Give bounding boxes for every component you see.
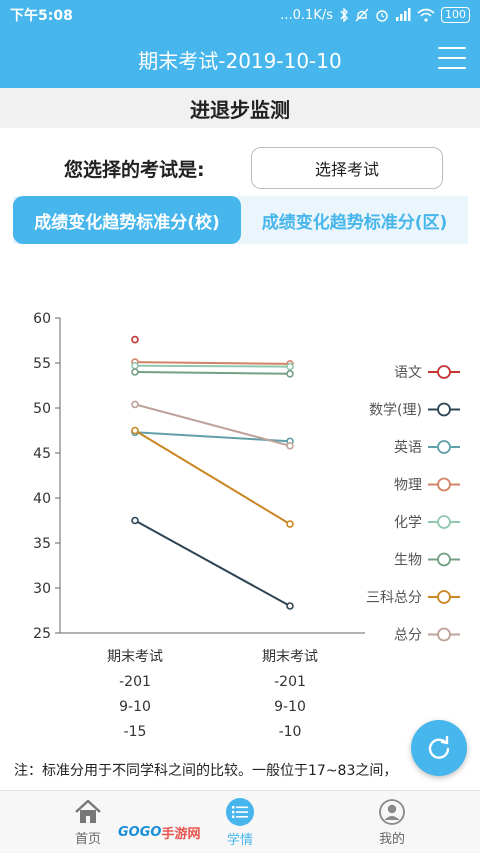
series-line — [134, 361, 291, 365]
menu-icon — [438, 47, 466, 49]
series-point — [131, 516, 139, 525]
trend-chart: 60 55 50 45 40 35 30 25 期末考试 -201 9-10 -15 期末考试 -201 9… — [0, 290, 480, 750]
series-point — [131, 400, 139, 409]
nav-mine[interactable]: 我的 — [362, 791, 422, 853]
series-point — [131, 361, 139, 370]
y-tick-label: 40 — [33, 491, 51, 507]
legend-marker — [437, 365, 451, 379]
legend-marker — [437, 440, 451, 454]
y-tick-label: 35 — [33, 536, 51, 552]
home-icon — [75, 799, 101, 823]
nav-home[interactable]: 首页 — [58, 791, 118, 853]
series-line — [134, 429, 291, 525]
user-icon — [379, 798, 405, 825]
x-tick-label: 期末考试 — [262, 649, 318, 665]
legend-marker — [437, 590, 451, 604]
legend-label: 总分 — [394, 628, 422, 644]
battery-icon: 100 — [441, 7, 470, 23]
section-title: 进退步监测 — [0, 88, 480, 128]
refresh-icon — [428, 735, 450, 759]
nav-home-label: 首页 — [74, 831, 101, 847]
series-line — [134, 371, 291, 375]
y-tick-label: 50 — [33, 401, 51, 417]
alarm-icon — [376, 10, 388, 22]
x-tick-label: 9-10 — [119, 699, 151, 715]
legend-label: 英语 — [394, 439, 422, 456]
network-speed: ...0.1K/s — [280, 7, 333, 23]
status-icons: ...0.1K/s 100 — [280, 7, 470, 23]
refresh-button[interactable] — [411, 720, 467, 776]
tab-district-standard-score[interactable]: 成绩变化趋势标准分(区) — [261, 212, 448, 233]
line-chart-svg: 60 55 50 45 40 35 30 25 期末考试 -201 9-10 -15 期末考试 -201 9… — [33, 311, 460, 740]
x-tick-label: -15 — [124, 724, 147, 740]
exam-select-label: 您选择的考试是: — [64, 158, 205, 181]
wifi-icon — [417, 8, 435, 22]
series-point — [286, 442, 294, 450]
series-point — [131, 426, 139, 435]
note-text: 注：标准分用于不同学科之间的比较。一般位于17~83之间， — [14, 763, 398, 779]
nav-mine-label: 我的 — [378, 831, 405, 847]
legend-marker — [437, 515, 451, 529]
series-point — [286, 370, 294, 378]
legend-label: 物理 — [394, 478, 422, 494]
list-icon — [226, 797, 254, 826]
series-point — [131, 335, 139, 344]
y-tick-label: 25 — [33, 626, 51, 642]
trend-tabs: 成绩变化趋势标准分(校) 成绩变化趋势标准分(区) — [13, 196, 468, 244]
nav-study-label: 学情 — [226, 832, 253, 848]
watermark-text-1: GOGO — [118, 824, 162, 840]
page-title: 期末考试-2019-10-10 — [138, 48, 342, 73]
series-line — [134, 403, 291, 447]
status-bar: 下午5:08 ...0.1K/s 100 — [0, 0, 480, 30]
nav-study[interactable]: 学情 — [210, 791, 270, 853]
legend-label: 生物 — [394, 553, 422, 569]
series-line — [134, 364, 291, 368]
bluetooth-icon — [340, 8, 348, 22]
series-point — [286, 520, 294, 528]
legend-marker — [437, 552, 451, 567]
legend-label: 数学(理) — [369, 403, 422, 419]
mute-icon — [355, 8, 369, 22]
legend-label: 语文 — [394, 365, 422, 381]
x-tick-label: 9-10 — [274, 699, 306, 715]
legend-label: 化学 — [394, 515, 422, 531]
watermark-text-2: 手游网 — [161, 826, 201, 842]
y-tick-label: 30 — [33, 581, 51, 597]
bottom-nav: 首页 GOGO 手游网 学情 我的 — [0, 790, 480, 853]
series-point — [131, 368, 139, 376]
legend-marker — [437, 627, 451, 642]
x-tick-label: -201 — [274, 674, 306, 690]
legend-label: 三科总分 — [366, 590, 422, 606]
tab-school-standard-score[interactable]: 成绩变化趋势标准分(校) — [13, 196, 241, 244]
y-tick-label: 55 — [33, 356, 51, 372]
menu-button[interactable] — [438, 47, 466, 69]
y-tick-label: 45 — [33, 446, 51, 462]
app-bar: 期末考试-2019-10-10 — [0, 30, 480, 88]
legend-marker — [437, 477, 451, 492]
menu-icon-bar — [438, 67, 466, 69]
x-tick-label: -10 — [279, 724, 302, 740]
series-line — [134, 519, 291, 607]
exam-select-row: 您选择的考试是: 选择考试 — [0, 145, 480, 191]
legend-marker — [437, 402, 451, 417]
select-exam-button[interactable]: 选择考试 — [251, 147, 443, 189]
menu-icon-bar — [438, 57, 466, 59]
series-point — [286, 362, 294, 371]
watermark-logo: GOGO 手游网 — [118, 821, 200, 843]
signal-icon — [396, 8, 411, 21]
series-point — [286, 602, 294, 610]
y-tick-label: 60 — [33, 311, 51, 327]
x-tick-label: 期末考试 — [107, 649, 163, 665]
x-tick-label: -201 — [119, 674, 151, 690]
status-time: 下午5:08 — [10, 8, 73, 24]
